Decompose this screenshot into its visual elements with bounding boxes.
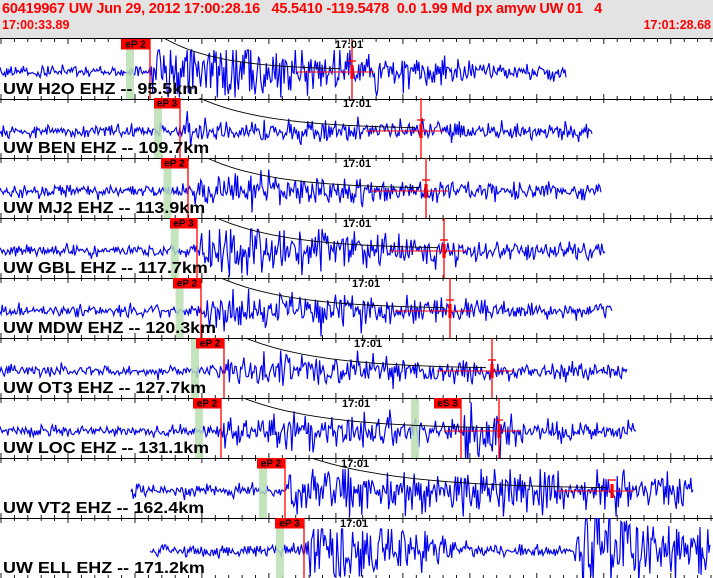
svg-text:eP 3: eP 3	[173, 219, 194, 230]
svg-text:eS 3: eS 3	[437, 399, 458, 410]
svg-text:eP 3: eP 3	[279, 519, 300, 530]
svg-text:17:01: 17:01	[335, 39, 363, 51]
svg-text:17:01: 17:01	[343, 98, 371, 110]
svg-text:eP 2: eP 2	[125, 40, 146, 51]
svg-text:eP 3: eP 3	[157, 99, 178, 110]
svg-text:eP 2: eP 2	[164, 159, 185, 170]
svg-text:17:01: 17:01	[341, 458, 369, 470]
svg-text:17:01: 17:01	[343, 218, 371, 230]
svg-text:eP 2: eP 2	[197, 399, 218, 410]
svg-text:eP 2: eP 2	[261, 459, 282, 470]
svg-text:eP 2: eP 2	[200, 339, 221, 350]
svg-text:17:01: 17:01	[352, 278, 380, 290]
svg-text:17:01: 17:01	[342, 398, 370, 410]
svg-text:eP 2: eP 2	[177, 279, 198, 290]
svg-text:17:01: 17:01	[340, 518, 368, 530]
svg-text:17:01: 17:01	[354, 338, 382, 350]
svg-text:17:01: 17:01	[343, 158, 371, 170]
